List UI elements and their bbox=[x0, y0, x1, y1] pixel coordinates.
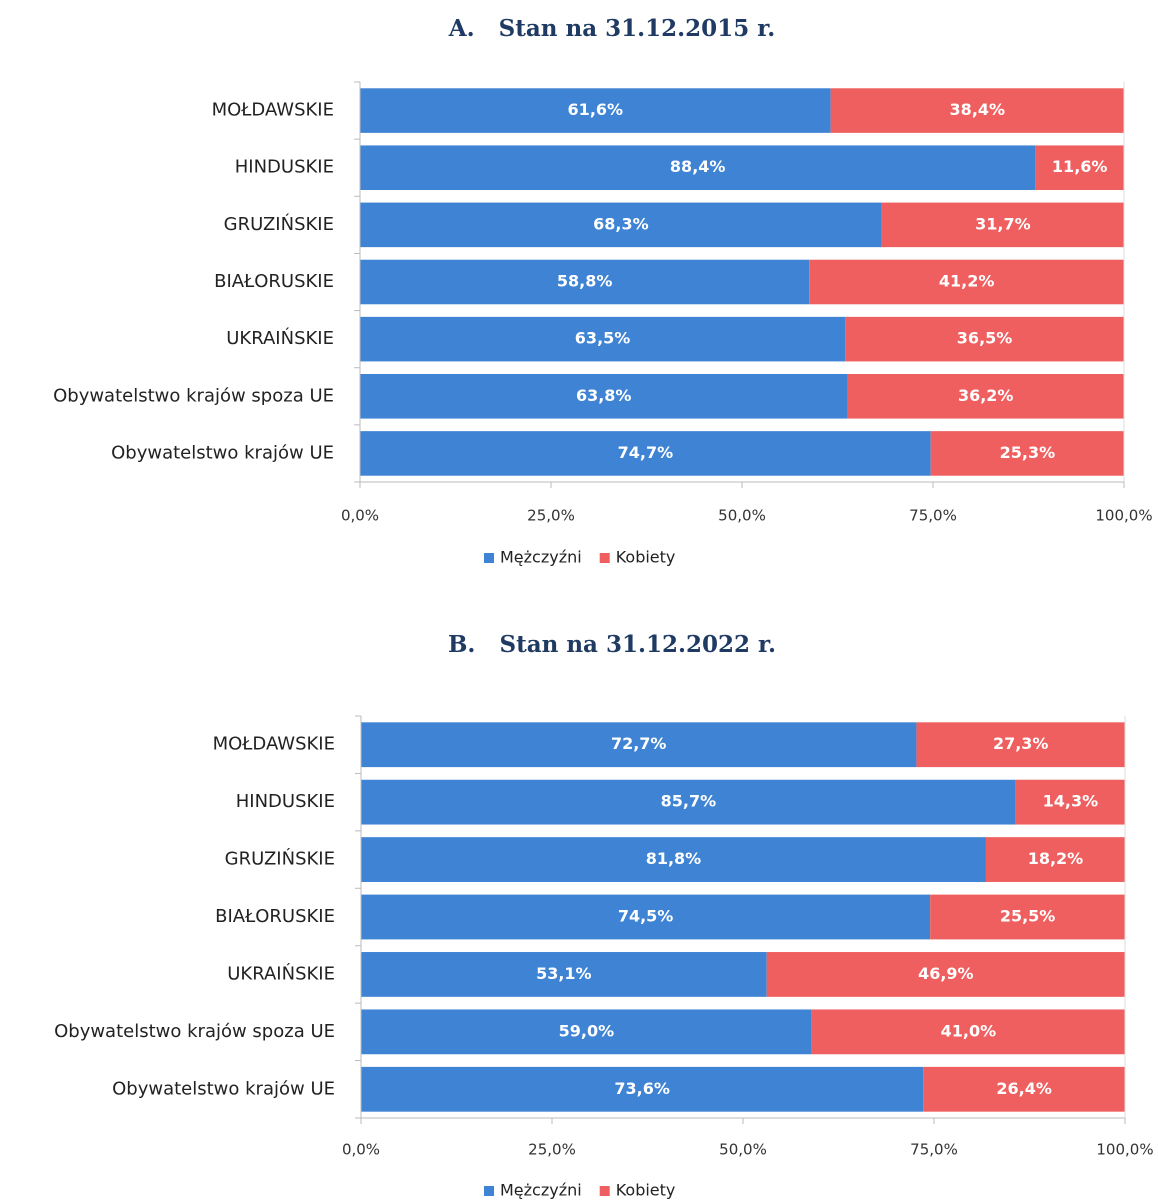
category-label: GRUZIŃSKIE bbox=[224, 213, 334, 235]
bar-segment bbox=[916, 722, 1125, 768]
category-label: MOŁDAWSKIE bbox=[212, 100, 334, 121]
bar-segment bbox=[360, 431, 931, 476]
category-label: UKRAIŃSKIE bbox=[227, 962, 335, 984]
bar-segment bbox=[930, 431, 1124, 476]
value-label: 68,3% bbox=[593, 214, 649, 233]
value-label: 63,8% bbox=[576, 386, 632, 405]
bar-segment bbox=[847, 374, 1124, 419]
x-tick-label: 25,0% bbox=[528, 1141, 576, 1159]
value-label: 85,7% bbox=[661, 792, 717, 811]
chart-title: B. Stan na 31.12.2022 r. bbox=[448, 631, 776, 658]
legend-label: Mężczyźni bbox=[500, 548, 582, 567]
category-label: MOŁDAWSKIE bbox=[213, 734, 335, 755]
value-label: 14,3% bbox=[1043, 792, 1099, 811]
value-label: 74,5% bbox=[618, 907, 674, 926]
value-label: 38,4% bbox=[950, 100, 1006, 119]
x-tick-label: 75,0% bbox=[910, 1141, 958, 1159]
x-tick-label: 25,0% bbox=[527, 507, 575, 525]
bar-segment bbox=[845, 316, 1124, 362]
value-label: 27,3% bbox=[993, 734, 1049, 753]
value-label: 41,0% bbox=[941, 1021, 997, 1040]
bar-segment bbox=[881, 202, 1124, 248]
category-label: Obywatelstwo krajów spoza UE bbox=[53, 385, 334, 406]
category-label: HINDUSKIE bbox=[236, 791, 335, 812]
category-label: Obywatelstwo krajów spoza UE bbox=[54, 1021, 335, 1042]
bar-segment bbox=[360, 316, 846, 362]
category-label: GRUZIŃSKIE bbox=[225, 848, 335, 870]
bar-segment bbox=[766, 952, 1125, 997]
bar-segment bbox=[1015, 779, 1125, 825]
category-label: Obywatelstwo krajów UE bbox=[112, 1078, 335, 1099]
value-label: 74,7% bbox=[618, 443, 674, 462]
value-label: 31,7% bbox=[975, 214, 1031, 233]
bar-segment bbox=[361, 894, 931, 940]
bar-segment bbox=[830, 88, 1124, 133]
legend-swatch bbox=[484, 1186, 494, 1196]
bar-segment bbox=[361, 952, 767, 997]
bar-segment bbox=[361, 779, 1016, 825]
category-label: HINDUSKIE bbox=[235, 157, 334, 178]
category-label: UKRAIŃSKIE bbox=[226, 327, 334, 349]
category-label: BIAŁORUSKIE bbox=[215, 906, 335, 927]
bar-segment bbox=[809, 259, 1124, 305]
value-label: 36,2% bbox=[958, 386, 1014, 405]
category-label: Obywatelstwo krajów UE bbox=[111, 442, 334, 463]
legend-label: Kobiety bbox=[616, 548, 676, 567]
bar-segment bbox=[361, 837, 986, 882]
bar-segment bbox=[930, 894, 1125, 940]
bar-segment bbox=[1035, 145, 1124, 190]
value-label: 58,8% bbox=[557, 272, 613, 291]
x-tick-label: 75,0% bbox=[909, 507, 957, 525]
value-label: 63,5% bbox=[575, 329, 631, 348]
legend-swatch bbox=[484, 553, 494, 563]
bar-segment bbox=[360, 374, 848, 419]
value-label: 72,7% bbox=[611, 734, 667, 753]
legend-label: Mężczyźni bbox=[500, 1181, 582, 1200]
value-label: 36,5% bbox=[957, 329, 1013, 348]
value-label: 73,6% bbox=[614, 1079, 670, 1098]
value-label: 81,8% bbox=[646, 849, 702, 868]
value-label: 25,3% bbox=[1000, 443, 1056, 462]
category-label: BIAŁORUSKIE bbox=[214, 271, 334, 292]
x-tick-label: 50,0% bbox=[718, 507, 766, 525]
bar-segment bbox=[360, 88, 831, 133]
x-tick-label: 50,0% bbox=[719, 1141, 767, 1159]
value-label: 25,5% bbox=[1000, 907, 1056, 926]
value-label: 41,2% bbox=[939, 272, 995, 291]
value-label: 59,0% bbox=[559, 1021, 615, 1040]
bar-segment bbox=[361, 1066, 924, 1112]
legend-swatch bbox=[599, 1186, 610, 1196]
bar-segment bbox=[811, 1009, 1125, 1055]
x-tick-label: 100,0% bbox=[1095, 507, 1152, 525]
chart-title: A. Stan na 31.12.2015 r. bbox=[448, 15, 775, 42]
bar-segment bbox=[360, 145, 1036, 190]
legend-label: Kobiety bbox=[616, 1181, 676, 1200]
value-label: 53,1% bbox=[536, 964, 592, 983]
x-tick-label: 0,0% bbox=[341, 507, 379, 525]
value-label: 46,9% bbox=[918, 964, 974, 983]
bar-segment bbox=[985, 837, 1125, 882]
value-label: 88,4% bbox=[670, 157, 726, 176]
legend-swatch bbox=[599, 553, 610, 563]
value-label: 11,6% bbox=[1052, 157, 1108, 176]
value-label: 61,6% bbox=[568, 100, 624, 119]
value-label: 18,2% bbox=[1028, 849, 1084, 868]
bar-segment bbox=[360, 202, 882, 248]
bar-segment bbox=[923, 1066, 1125, 1112]
bar-segment bbox=[361, 722, 917, 768]
bar-segment bbox=[360, 259, 810, 305]
x-tick-label: 0,0% bbox=[342, 1141, 380, 1159]
value-label: 26,4% bbox=[996, 1079, 1052, 1098]
bar-segment bbox=[361, 1009, 812, 1055]
x-tick-label: 100,0% bbox=[1096, 1141, 1153, 1159]
